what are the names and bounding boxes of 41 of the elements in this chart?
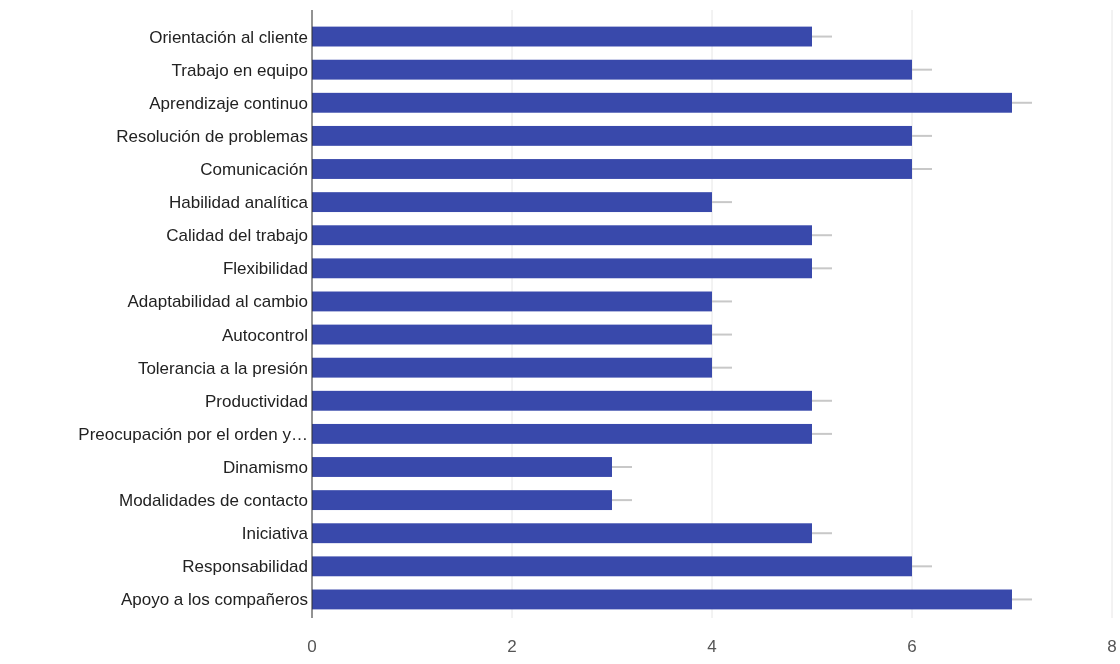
y-tick-label: Orientación al cliente bbox=[149, 27, 308, 47]
y-tick-label: Comunicación bbox=[200, 159, 308, 179]
bar bbox=[312, 26, 812, 47]
bar bbox=[312, 357, 712, 378]
y-tick-label: Apoyo a los compañeros bbox=[120, 590, 308, 610]
bar bbox=[312, 423, 812, 444]
y-tick-label: Dinamismo bbox=[222, 457, 308, 477]
y-tick-label: Productividad bbox=[204, 391, 308, 411]
bar bbox=[312, 92, 1012, 113]
bar bbox=[312, 225, 812, 246]
x-tick-label: 2 bbox=[507, 637, 517, 656]
x-tick-label: 4 bbox=[707, 637, 717, 656]
y-tick-label: Iniciativa bbox=[241, 524, 309, 544]
bar bbox=[312, 490, 612, 511]
y-tick-label: Adaptabilidad al cambio bbox=[127, 292, 308, 312]
y-tick-label: Tolerancia a la presión bbox=[137, 358, 308, 378]
bar bbox=[312, 159, 912, 179]
y-tick-label: Responsabilidad bbox=[182, 557, 308, 577]
y-tick-label: Trabajo en equipo bbox=[171, 60, 308, 80]
bar bbox=[312, 59, 912, 80]
bar bbox=[312, 390, 812, 411]
y-tick-label: Aprendizaje continuo bbox=[149, 93, 308, 113]
bar bbox=[312, 258, 812, 279]
bar bbox=[312, 324, 712, 345]
bar bbox=[312, 556, 912, 577]
bar bbox=[312, 523, 812, 544]
y-tick-label: Habilidad analítica bbox=[169, 193, 309, 213]
y-tick-label: Calidad del trabajo bbox=[166, 226, 308, 246]
bar bbox=[312, 589, 1012, 610]
bar bbox=[312, 125, 912, 146]
bar bbox=[312, 291, 712, 312]
bar bbox=[312, 457, 612, 477]
y-tick-label: Flexibilidad bbox=[222, 259, 308, 279]
x-tick-label: 0 bbox=[307, 637, 317, 656]
y-tick-label: Preocupación por el orden y… bbox=[78, 424, 308, 444]
bar bbox=[312, 192, 712, 213]
y-tick-label: Modalidades de contacto bbox=[118, 491, 308, 511]
y-tick-label: Autocontrol bbox=[222, 325, 308, 345]
x-tick-label: 8 bbox=[1107, 637, 1117, 656]
y-tick-label: Resolución de problemas bbox=[116, 126, 308, 146]
x-tick-label: 6 bbox=[907, 637, 917, 656]
